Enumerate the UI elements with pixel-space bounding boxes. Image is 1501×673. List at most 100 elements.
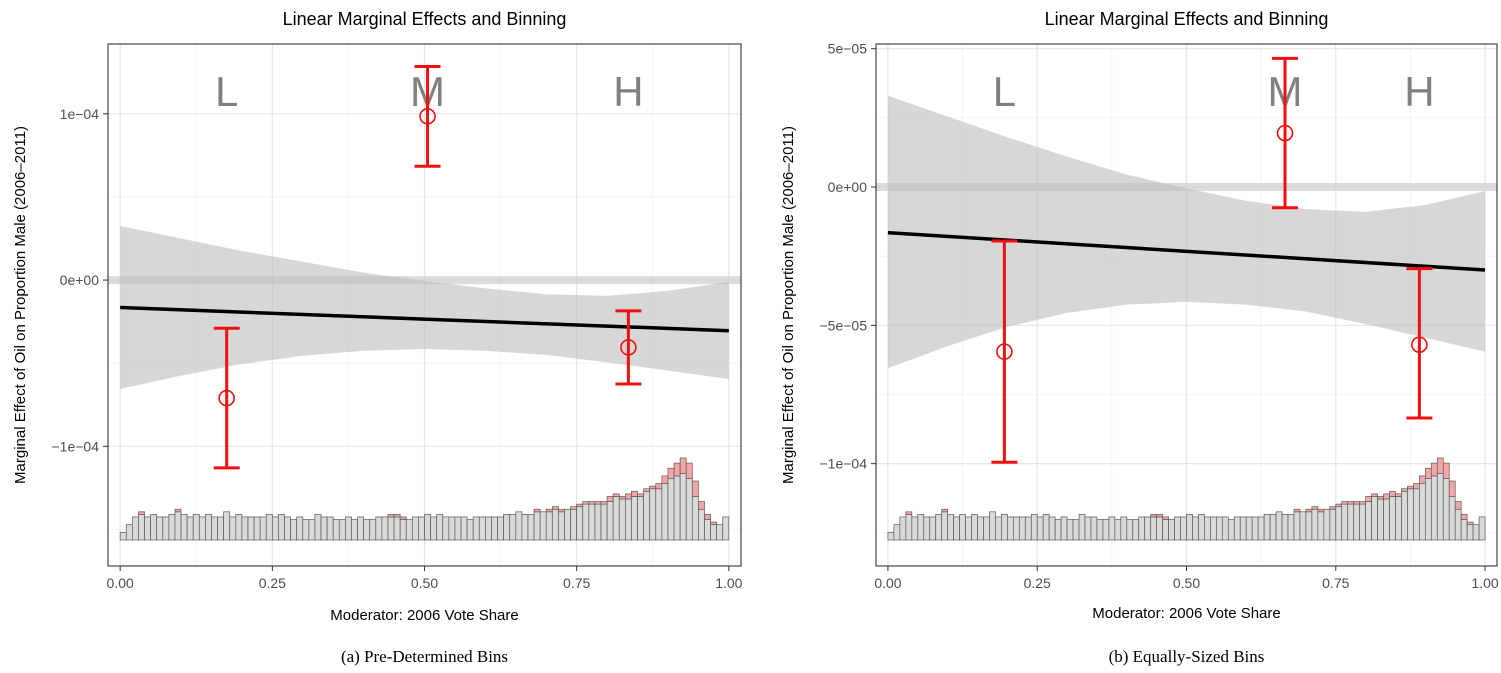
histogram-bar-control — [588, 501, 596, 505]
histogram-bar-treated — [345, 516, 352, 541]
histogram-bar-treated — [971, 514, 978, 541]
histogram-bar-treated — [454, 516, 462, 541]
histogram-bar-treated — [497, 516, 504, 541]
histogram-bar-treated — [1311, 508, 1319, 541]
histogram-bar-treated — [1436, 473, 1444, 541]
histogram-bar-treated — [211, 516, 218, 541]
histogram-bar-treated — [1210, 516, 1217, 541]
histogram-bar-treated — [1114, 519, 1122, 541]
histogram-bar-treated — [1007, 516, 1014, 541]
histogram-bar-treated — [485, 516, 492, 541]
histogram-bar-treated — [1353, 503, 1361, 541]
histogram-bar-control — [1377, 496, 1384, 500]
histogram-bar-treated — [387, 516, 395, 541]
histogram-bar-treated — [582, 503, 590, 541]
histogram-bar-treated — [989, 511, 996, 541]
histogram-bar-treated — [977, 516, 984, 541]
histogram-bar-treated — [302, 519, 310, 541]
histogram-bar-treated — [1329, 508, 1337, 541]
histogram-bar-control — [1430, 462, 1438, 477]
histogram-bar-control — [594, 501, 602, 505]
histogram-bar-treated — [893, 524, 901, 541]
histogram-bar-treated — [1054, 519, 1062, 541]
histogram-bar-control — [393, 514, 401, 518]
bin-point-estimate — [419, 108, 436, 125]
histogram-bar-treated — [1150, 516, 1157, 541]
histogram-bar-treated — [649, 488, 657, 541]
histogram-bar-treated — [1132, 519, 1140, 541]
histogram-bar-treated — [223, 511, 231, 541]
histogram-bar-treated — [1478, 516, 1486, 541]
bin-label-h: H — [1404, 68, 1434, 115]
histogram-bar-treated — [1174, 516, 1181, 541]
histogram-bar-control — [1150, 514, 1157, 518]
histogram-bar-treated — [576, 506, 584, 541]
histogram-bar-treated — [941, 511, 949, 541]
histogram-bar-treated — [917, 514, 925, 541]
histogram-bar-treated — [923, 516, 931, 541]
histogram-bar-treated — [180, 514, 188, 541]
histogram-bar-control — [1389, 490, 1396, 497]
histogram-bar-treated — [1269, 514, 1277, 541]
y-tick-label: −5e−05 — [820, 317, 868, 333]
histogram-bar-treated — [1168, 519, 1175, 541]
confidence-band — [120, 226, 729, 389]
histogram-bar-treated — [1341, 503, 1349, 541]
bin-point-estimate — [218, 389, 235, 407]
histogram-bar-treated — [1204, 516, 1211, 541]
histogram-bar-control — [698, 501, 705, 510]
histogram-bar-treated — [1227, 519, 1235, 541]
histogram-bar-treated — [637, 496, 644, 541]
histogram-bar-treated — [1042, 514, 1050, 541]
histogram-bar-treated — [357, 516, 364, 541]
histogram-bar-treated — [369, 519, 377, 541]
histogram-bar-control — [618, 496, 626, 500]
histogram-bar-treated — [491, 516, 498, 541]
histogram-bar-control — [1466, 521, 1474, 525]
histogram-bar-treated — [205, 514, 212, 541]
bin-label-l: L — [215, 68, 238, 115]
histogram-bar-treated — [125, 524, 133, 541]
histogram-bar-treated — [1383, 498, 1390, 541]
x-tick-label: 0.75 — [563, 575, 590, 591]
histogram-bar-treated — [253, 516, 261, 541]
histogram-bar-treated — [631, 496, 638, 541]
histogram-bar-treated — [1389, 496, 1396, 541]
histogram-bar-treated — [138, 514, 145, 541]
histogram-bar-control — [570, 506, 578, 510]
histogram-bar-control — [1419, 475, 1426, 484]
histogram-bar-treated — [1036, 516, 1044, 541]
x-tick-label: 0.25 — [1024, 575, 1051, 591]
histogram-bar-control — [1359, 501, 1366, 505]
histogram-bar-control — [174, 508, 182, 513]
x-tick-label: 0.25 — [259, 575, 286, 591]
histogram-bar-treated — [448, 516, 456, 541]
histogram-bar-treated — [162, 516, 170, 541]
histogram-bar-treated — [1287, 514, 1295, 541]
bin-label-l: L — [993, 68, 1016, 115]
histogram-bar-treated — [1454, 508, 1462, 541]
histogram-bar-treated — [1180, 516, 1187, 541]
histogram-bar-treated — [545, 511, 553, 541]
histogram-bar-treated — [1430, 475, 1438, 541]
histogram-bar-treated — [1466, 524, 1474, 541]
histogram-bar-treated — [1317, 511, 1325, 541]
histogram-bar-treated — [1018, 516, 1026, 541]
histogram-bar-control — [631, 490, 638, 497]
histogram-bar-treated — [247, 516, 255, 541]
histogram-bar-treated — [1090, 516, 1098, 541]
histogram-bar-treated — [460, 516, 468, 541]
histogram-bar-control — [643, 488, 651, 492]
histogram-bar-treated — [436, 514, 444, 541]
histogram-bar-treated — [478, 516, 486, 541]
histogram-bar-control — [576, 503, 584, 508]
chart-panel-a: L M H 0.00 0.25 0.50 0.75 1.00 −1e−04 0e+00 1e−04 L… — [12, 9, 743, 666]
histogram-bar-treated — [1413, 488, 1420, 541]
histogram-bar-treated — [905, 514, 913, 541]
histogram-bar-treated — [119, 531, 127, 541]
histogram-bar-treated — [235, 514, 243, 541]
y-axis-label: Marginal Effect of Oil on Proportion Mal… — [780, 126, 797, 484]
histogram-bar-treated — [1460, 519, 1468, 541]
histogram-bar-control — [1365, 496, 1372, 502]
